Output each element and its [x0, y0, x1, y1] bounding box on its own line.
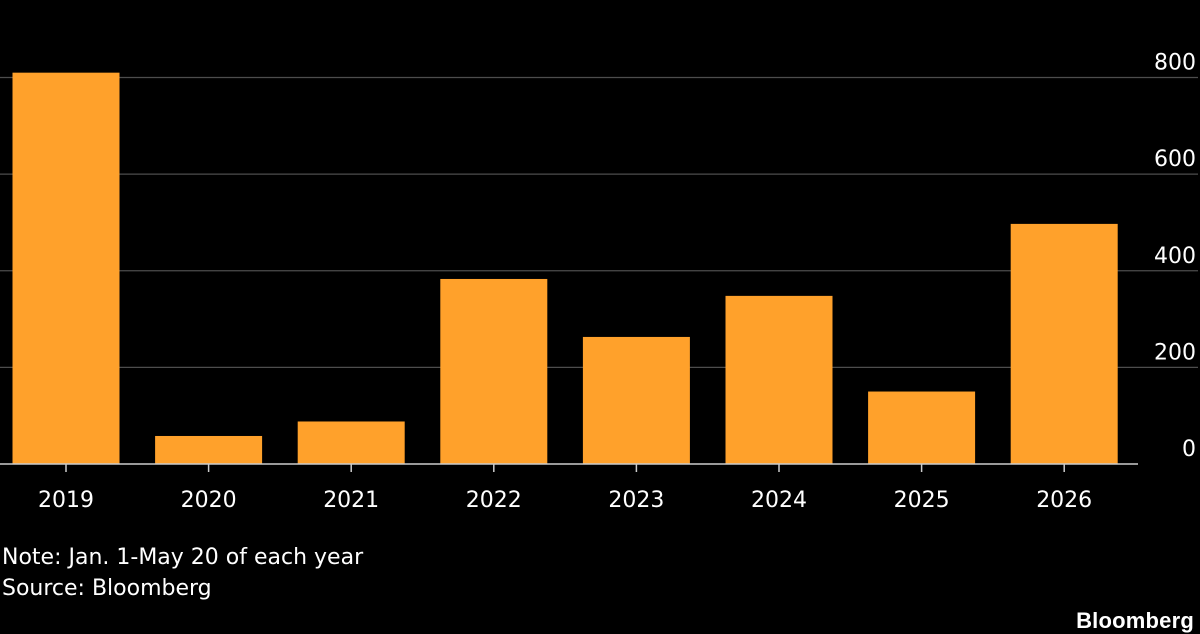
y-tick-label: 400: [1154, 244, 1196, 269]
chart-notes: Note: Jan. 1-May 20 of each year Source:…: [2, 542, 363, 604]
x-tick-label: 2021: [323, 488, 379, 513]
x-tick-label: 2026: [1036, 488, 1092, 513]
y-tick-label: 0: [1182, 437, 1196, 462]
bloomberg-logo: Bloomberg: [1076, 608, 1194, 633]
x-tick-label: 2020: [181, 488, 237, 513]
x-tick-label: 2024: [751, 488, 807, 513]
bar: [297, 421, 405, 464]
x-tick-label: 2023: [608, 488, 664, 513]
bar: [12, 72, 120, 464]
x-tick-label: 2019: [38, 488, 94, 513]
bar: [582, 336, 690, 464]
y-tick-label: 600: [1154, 147, 1196, 172]
source-text: Source: Bloomberg: [2, 576, 212, 601]
note-text: Note: Jan. 1-May 20 of each year: [2, 545, 364, 570]
y-tick-label: 800: [1154, 51, 1196, 76]
bar: [1010, 223, 1118, 464]
x-tick-label: 2022: [466, 488, 522, 513]
y-tick-label: 200: [1154, 340, 1196, 365]
x-tick-label: 2025: [894, 488, 950, 513]
bar: [725, 295, 833, 464]
bar: [868, 391, 976, 464]
bar: [155, 435, 263, 464]
bar: [440, 278, 548, 464]
